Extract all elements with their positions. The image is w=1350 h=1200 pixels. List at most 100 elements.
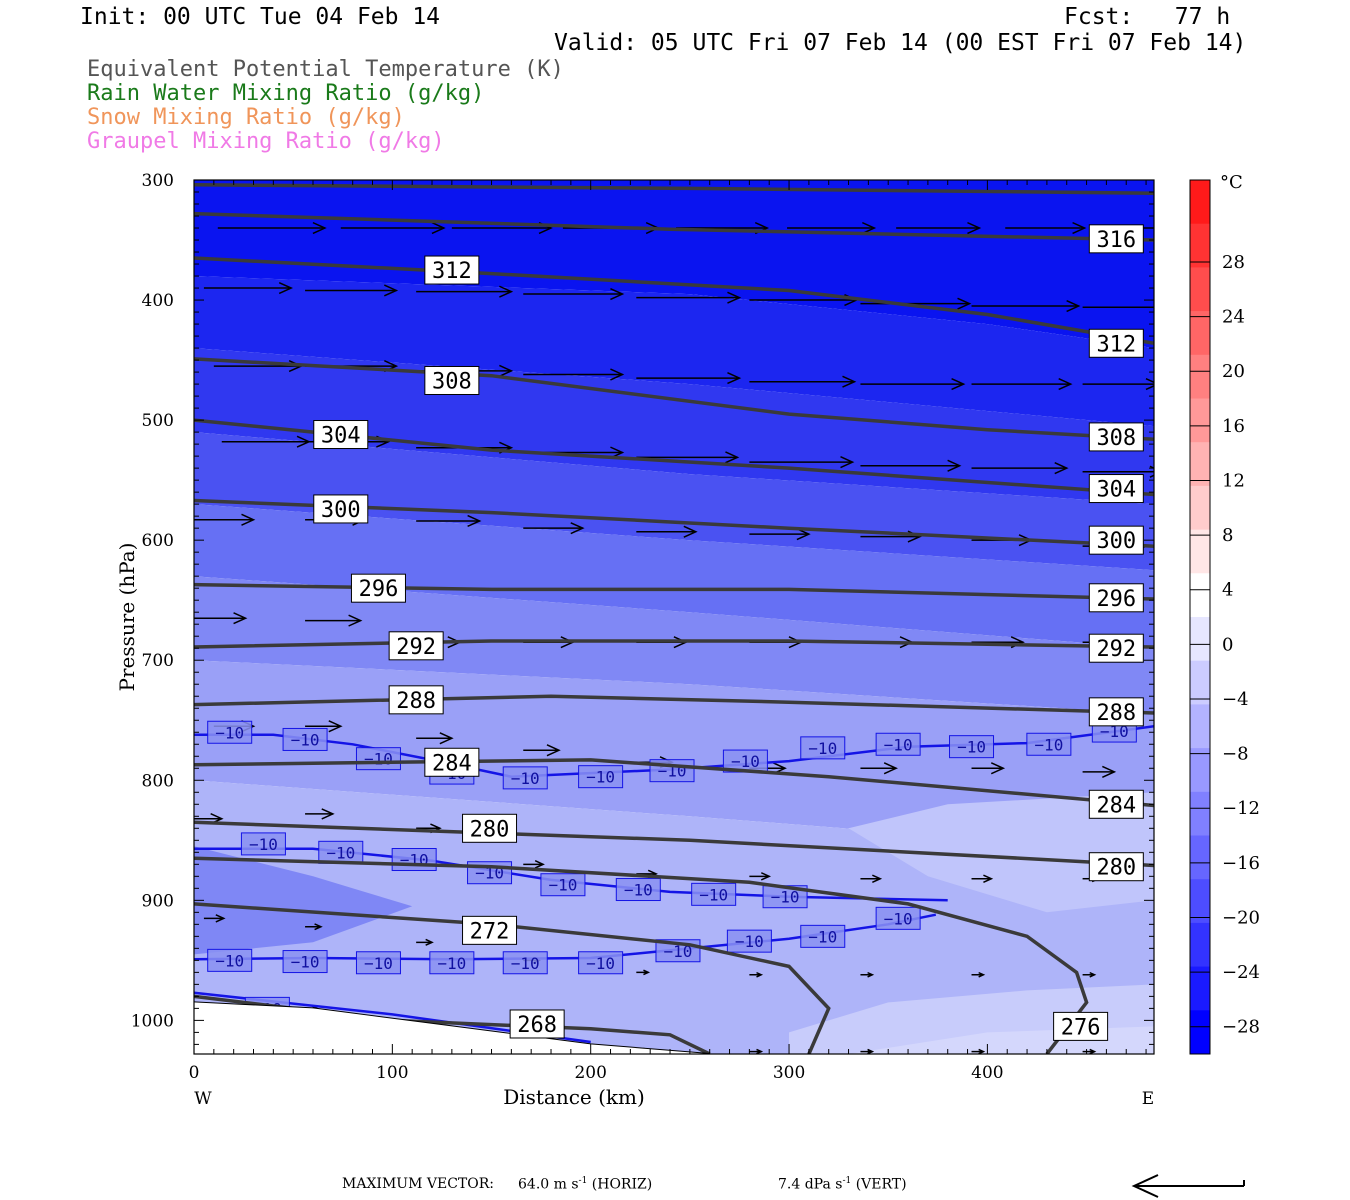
colorbar-swatch-1: [1190, 223, 1210, 268]
theta-e-contour-308-3: [194, 357, 1154, 442]
wind-vector-0-6: [896, 221, 982, 235]
legend-rain: Rain Water Mixing Ratio (g/kg): [87, 81, 485, 106]
isotherm-label-box-1-0: [240, 832, 286, 856]
theta-e-label-box-268: [509, 1009, 565, 1039]
wind-vector-0-5: [787, 221, 877, 235]
wind-vector-4-2: [416, 514, 482, 528]
isotherm-label-box-2-3: [429, 951, 475, 975]
wind-vector-9-7: [1082, 1048, 1097, 1054]
isotherm-label-0-4: −10: [511, 769, 540, 788]
theta-e-contour-288-8: [194, 694, 1154, 715]
wind-vector-6-1: [305, 720, 343, 733]
theta-e-label-288: 288: [1096, 701, 1136, 726]
theta-e-label-box-284: [1088, 789, 1144, 819]
wind-vector-9-4: [749, 1048, 764, 1054]
colorbar-tick-label-5: 8: [1222, 525, 1233, 546]
theta-e-label-box-296: [350, 573, 406, 603]
isotherm-label-2-5: −10: [586, 954, 615, 973]
isotherm-label-2-9: −10: [884, 909, 913, 928]
isotherm-label-1-7: −10: [771, 888, 800, 907]
plot-frame: [193, 179, 1155, 1055]
y-tick-label-900: 900: [142, 891, 174, 911]
isotherm-label-box-0-1: [282, 727, 328, 751]
isotherm-label-0-5: −10: [586, 768, 615, 787]
theta-e-label-284: 284: [432, 751, 472, 776]
theta-e-label-box-312: [424, 255, 480, 285]
isotherm-label-box-2-9: [875, 906, 921, 930]
isotherm-label-0-9: −10: [884, 735, 913, 754]
colorbar-swatch-0: [1190, 180, 1210, 225]
reference-vector-icon: [1131, 1174, 1245, 1198]
colorbar-swatch-3: [1190, 311, 1210, 356]
legend-theta-e: Equivalent Potential Temperature (K): [87, 57, 564, 82]
colorbar-swatch-17: [1190, 922, 1210, 968]
max-vector-horiz: 64.0 m s-1 (HORIZ): [518, 1176, 653, 1193]
isotherm-label-2-8: −10: [808, 927, 837, 946]
y-tick-label-300: 300: [142, 171, 174, 191]
theta-e-label-296: 296: [359, 577, 399, 602]
isotherm-label-1-6: −10: [699, 885, 728, 904]
wind-vector-1-8: [1082, 306, 1154, 309]
wind-vector-1-6: [860, 297, 972, 310]
colorbar-swatch-10: [1190, 617, 1210, 662]
x-tick-label-200: 200: [574, 1063, 606, 1083]
colorbar-tick-label-4: 12: [1222, 470, 1245, 491]
isotherm-label-0-10: −10: [957, 738, 986, 757]
wind-vector-0-7: [1005, 221, 1087, 235]
isotherm-label-0-8: −10: [808, 739, 837, 758]
colorbar-tick-label-9: −8: [1222, 744, 1249, 765]
wind-vector-8-7: [971, 971, 986, 978]
forecast-hour: Fcst: 77 h: [1064, 4, 1231, 30]
theta-e-label-276: 276: [1061, 1015, 1101, 1040]
theta-e-contour-292-7: [194, 639, 1154, 649]
theta-e-label-box-272: [462, 915, 518, 945]
theta-e-contour-284-9: [194, 758, 1154, 808]
x-tick-label-0: 0: [189, 1063, 200, 1083]
temperature-patch-1: [848, 792, 1154, 913]
y-axis-title: Pressure (hPa): [115, 543, 139, 692]
wind-vector-7-7: [971, 874, 994, 883]
isotherm-label-0-1: −10: [291, 730, 320, 749]
wind-vector-4-3: [523, 522, 585, 535]
wind-vector-2-6: [860, 378, 966, 391]
wind-vector-1-4: [636, 291, 742, 304]
isotherm-label-box-1-4: [540, 873, 586, 897]
theta-e-label-268: 268: [517, 1013, 557, 1038]
isotherm-label-box-2-1: [282, 950, 328, 974]
wind-vector-8-4: [636, 969, 651, 976]
theta-e-label-316: 316: [1096, 228, 1136, 253]
x-tick-label-100: 100: [376, 1063, 408, 1083]
colorbar-swatch-11: [1190, 660, 1210, 705]
isotherm-label-0-7: −10: [731, 752, 760, 771]
theta-e-label-288: 288: [396, 689, 436, 714]
isotherm-label-1-4: −10: [548, 876, 577, 895]
colorbar-tick-label-14: −28: [1222, 1017, 1260, 1038]
wind-vector-6-6: [860, 762, 898, 775]
theta-e-label-box-276: [1053, 1011, 1109, 1041]
wind-vector-1-1: [305, 284, 399, 297]
isotherm-label-box-0-8: [800, 736, 846, 760]
isotherm-label-2-3: −10: [437, 954, 466, 973]
wind-vector-3-5: [749, 456, 855, 469]
colorbar-tick-label-8: −4: [1222, 689, 1249, 710]
theta-e-label-272: 272: [470, 919, 510, 944]
wind-vector-8-5: [749, 971, 764, 978]
wind-vector-2-5: [749, 375, 857, 388]
y-tick-label-400: 400: [142, 291, 174, 311]
colorbar-tick-label-11: −16: [1222, 853, 1260, 874]
theta-e-label-292: 292: [396, 635, 436, 660]
isotherm-label-box-0-10: [949, 735, 995, 759]
wind-vector-6-3: [523, 744, 561, 757]
theta-e-label-box-308: [424, 365, 480, 395]
theta-e-label-312: 312: [1096, 332, 1136, 357]
theta-e-label-box-280: [462, 813, 518, 843]
isotherm-minus10-line-2: [194, 913, 937, 961]
isotherm-label-2-2: −10: [364, 954, 393, 973]
theta-e-label-box-304: [1088, 474, 1144, 504]
isotherm-label-box-2-0: [207, 948, 253, 972]
wind-vector-6-7: [971, 762, 1006, 775]
isotherm-label-box-2-8: [800, 924, 846, 948]
theta-e-contour-316-0: [194, 183, 1154, 195]
theta-e-label-300: 300: [321, 498, 361, 523]
